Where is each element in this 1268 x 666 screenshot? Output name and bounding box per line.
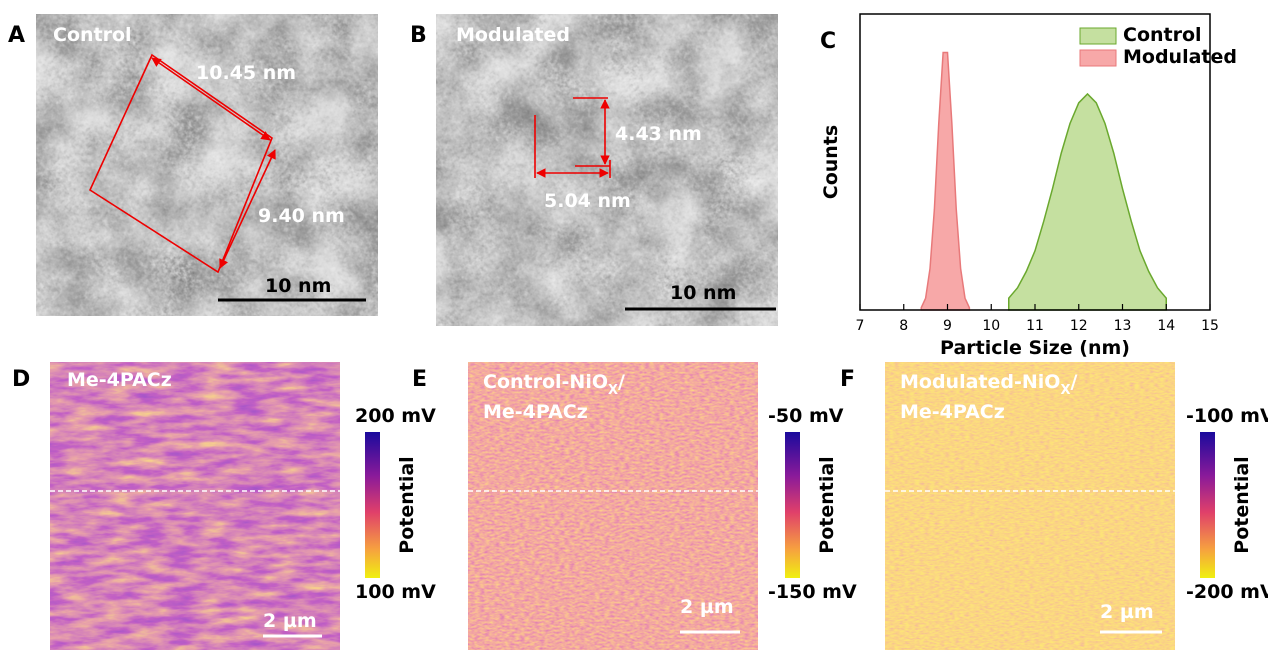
area: [920, 51, 971, 311]
kpfm-map: [885, 362, 1175, 650]
legend-swatch: [1079, 49, 1117, 67]
panel-letter: C: [820, 29, 836, 54]
x-tick-label: 8: [899, 318, 908, 334]
title-subscript: X: [608, 383, 618, 398]
colorbar-min: -150 mV: [768, 581, 857, 603]
area: [1008, 92, 1167, 311]
legend-label: Modulated: [1123, 46, 1237, 68]
colorbar-max: 200 mV: [355, 405, 436, 427]
x-tick-label: 7: [856, 318, 865, 334]
colorbar-max: -50 mV: [768, 405, 844, 427]
colorbar: [365, 432, 380, 578]
measure-lines: [88, 53, 276, 274]
y-axis-label: Counts: [820, 125, 842, 199]
x-tick-label: 11: [1026, 318, 1044, 334]
panel-title: Me-4PACz: [900, 401, 1005, 423]
annotation: 5.04 nm: [544, 190, 631, 212]
panel-title: Modulated: [456, 24, 570, 46]
title-text: /: [1070, 371, 1077, 393]
legend-swatch: [1079, 27, 1117, 45]
panel-letter: E: [412, 367, 427, 392]
colorbar-min: 100 mV: [355, 581, 436, 603]
panel-title: Control-NiOX/: [483, 371, 625, 398]
scale-bar-label: 10 nm: [670, 282, 736, 304]
panel-letter: D: [12, 367, 30, 392]
panel-title: Modulated-NiOX/: [900, 371, 1077, 398]
annotation: 10.45 nm: [196, 62, 296, 84]
x-tick-label: 10: [982, 318, 1000, 334]
panel-letter: B: [410, 23, 427, 48]
colorbar-min: -200 mV: [1186, 581, 1268, 603]
title-subscript: X: [1060, 383, 1070, 398]
title-text: Modulated-NiO: [900, 371, 1060, 393]
colorbar-label: Potential: [396, 456, 418, 553]
chart: 7 8 9 10 11 12 13 14 15 Particle Size (nm) Counts C…: [820, 13, 1237, 359]
x-tick-label: 14: [1157, 318, 1175, 334]
panel-title: Me-4PACz: [483, 401, 588, 423]
scale-bar-label: 2 µm: [1100, 601, 1154, 623]
scale-bar-label: 2 µm: [680, 596, 734, 618]
colorbar-max: -100 mV: [1186, 405, 1268, 427]
scale-bar-label: 2 µm: [263, 610, 317, 632]
scale-bar-label: 10 nm: [265, 275, 331, 297]
x-tick-label: 12: [1070, 318, 1088, 334]
annotation: 4.43 nm: [615, 123, 702, 145]
legend-label: Control: [1123, 24, 1202, 46]
annotation: 9.40 nm: [258, 205, 345, 227]
colorbar-label: Potential: [816, 456, 838, 553]
x-tick-label: 13: [1114, 318, 1132, 334]
tem-image: [36, 14, 378, 316]
tem-image: [436, 14, 778, 326]
colorbar-label: Potential: [1231, 456, 1253, 553]
title-text: Control-NiO: [483, 371, 608, 393]
panel-letter: A: [8, 23, 25, 48]
measure-lines: [534, 97, 611, 178]
colorbar: [785, 432, 800, 578]
panel-letter: F: [840, 367, 855, 392]
panel-title: Control: [53, 24, 132, 46]
x-axis-label: Particle Size (nm): [940, 337, 1130, 359]
kpfm-map: [50, 362, 340, 650]
panel-title: Me-4PACz: [67, 369, 172, 391]
x-tick-label: 9: [943, 318, 952, 334]
title-text: /: [618, 371, 625, 393]
x-tick-label: 15: [1201, 318, 1219, 334]
kpfm-map: [468, 362, 758, 650]
colorbar: [1200, 432, 1215, 578]
